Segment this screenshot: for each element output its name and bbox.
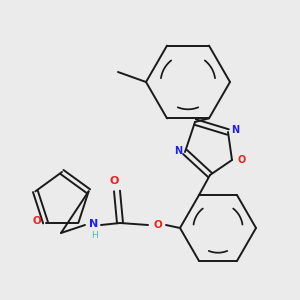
- Text: N: N: [89, 219, 99, 229]
- Text: O: O: [109, 176, 119, 186]
- Text: O: O: [238, 155, 246, 165]
- Text: O: O: [154, 220, 162, 230]
- Text: N: N: [231, 125, 239, 135]
- Text: N: N: [174, 146, 182, 156]
- Text: O: O: [32, 216, 41, 226]
- Text: H: H: [91, 230, 98, 239]
